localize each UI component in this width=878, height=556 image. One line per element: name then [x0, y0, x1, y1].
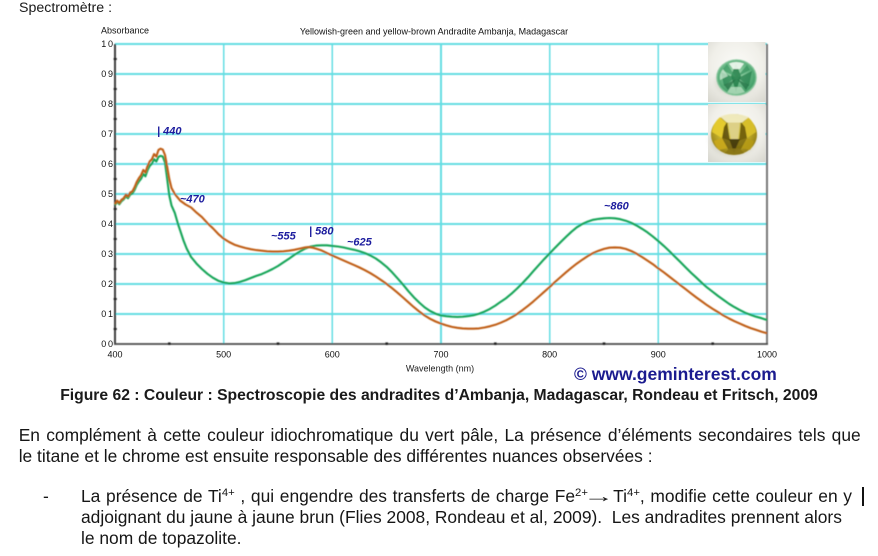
- svg-text:0 5: 0 5: [101, 189, 113, 199]
- svg-text:800: 800: [542, 350, 557, 360]
- svg-text:500: 500: [216, 350, 231, 360]
- svg-text:0 9: 0 9: [101, 69, 113, 79]
- svg-text:0 8: 0 8: [101, 99, 113, 109]
- svg-text:Wavelength (nm): Wavelength (nm): [406, 364, 474, 374]
- svg-text:| 440: | 440: [157, 126, 182, 138]
- svg-text:© www.geminterest.com: © www.geminterest.com: [574, 364, 777, 384]
- svg-text:0 4: 0 4: [101, 219, 113, 229]
- svg-text:700: 700: [433, 350, 448, 360]
- svg-text:600: 600: [325, 350, 340, 360]
- svg-text:| 580: | 580: [309, 226, 334, 238]
- svg-text:0 6: 0 6: [101, 159, 113, 169]
- svg-text:0 0: 0 0: [101, 339, 113, 349]
- svg-text:900: 900: [651, 350, 666, 360]
- svg-text:400: 400: [107, 350, 122, 360]
- svg-text:Yellowish-green and yellow-bro: Yellowish-green and yellow-brown Andradi…: [300, 27, 568, 37]
- svg-text:~860: ~860: [604, 201, 630, 213]
- svg-text:0 3: 0 3: [101, 249, 113, 259]
- svg-text:0 1: 0 1: [101, 309, 113, 319]
- svg-text:0 2: 0 2: [101, 279, 113, 289]
- svg-text:1 0: 1 0: [101, 39, 113, 49]
- svg-text:0 7: 0 7: [101, 129, 113, 139]
- svg-text:~625: ~625: [347, 237, 373, 249]
- svg-text:1000: 1000: [757, 350, 777, 360]
- svg-text:Absorbance: Absorbance: [101, 26, 149, 36]
- svg-text:~555: ~555: [271, 231, 297, 243]
- svg-text:~470: ~470: [180, 194, 206, 206]
